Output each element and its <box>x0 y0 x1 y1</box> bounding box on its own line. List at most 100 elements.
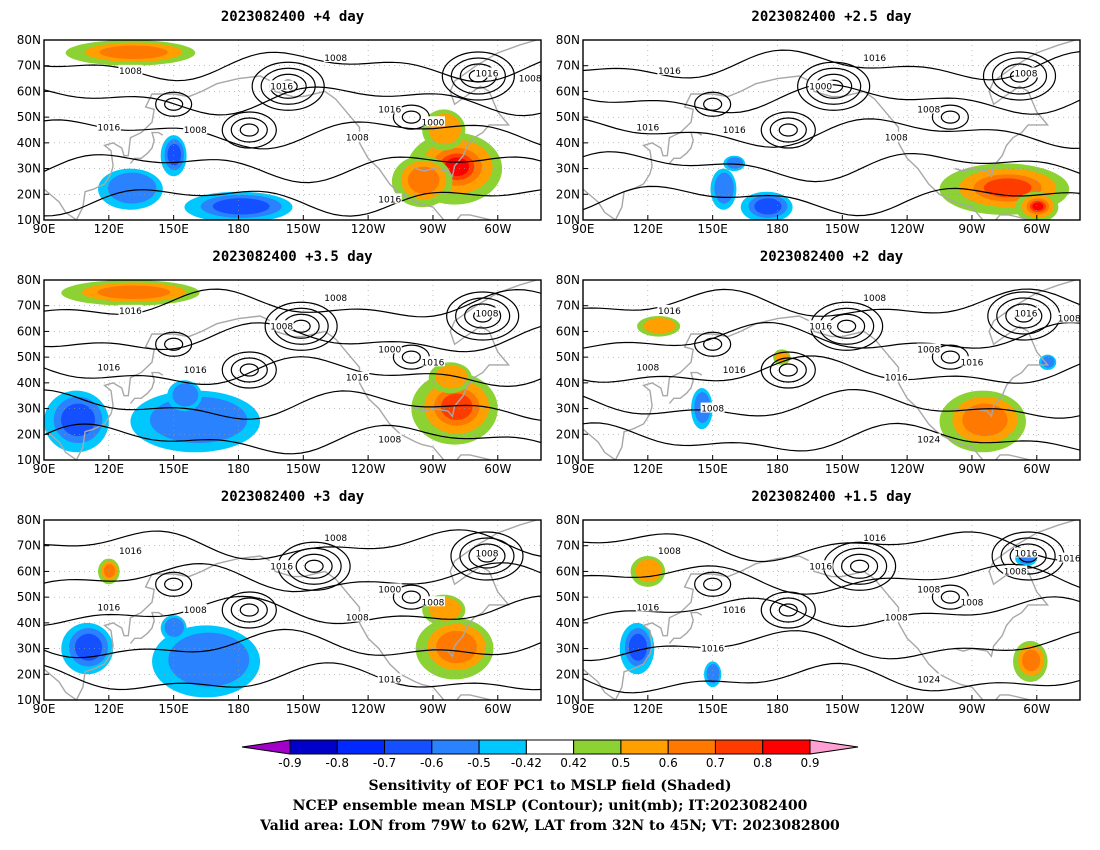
pressure-center-ring <box>940 590 960 604</box>
high-sensitivity-core <box>962 403 1008 437</box>
contour-label-text: 1008 <box>422 598 445 608</box>
colorbar-upper-arrow <box>809 739 859 755</box>
pressure-center-ring <box>778 603 798 617</box>
contour-label-text: 1016 <box>809 322 832 332</box>
pressure-center-ring <box>931 104 969 130</box>
x-tick-label: 120W <box>890 462 925 476</box>
colorbar-bin <box>762 739 811 755</box>
isobar-contour <box>583 662 1080 694</box>
x-tick-label: 60W <box>1023 222 1050 236</box>
pressure-center-ring <box>221 111 277 149</box>
contour-label: 1008 <box>916 343 941 355</box>
colorbar-tick-label: -0.6 <box>420 756 443 770</box>
pressure-center-ring <box>164 97 184 111</box>
pressure-center-ring <box>155 91 193 117</box>
contour-label-text: 1008 <box>917 585 940 595</box>
contour-label: 1008 <box>323 52 348 64</box>
x-tick-label: 180 <box>227 222 250 236</box>
y-tick-label: 60N <box>17 84 41 98</box>
colorbar-tick-label: 0.9 <box>800 756 819 770</box>
contour-label: 1016 <box>377 103 402 115</box>
x-tick-label: 120W <box>890 222 925 236</box>
pressure-center-ring <box>468 543 506 569</box>
contour-label: 1016 <box>118 304 143 317</box>
y-tick-label: 40N <box>17 376 41 390</box>
x-tick-label: 90W <box>958 462 985 476</box>
x-tick-label: 60W <box>484 222 511 236</box>
panel-title: 2023082400 +3.5 day <box>212 249 373 265</box>
contour-label: 1016 <box>722 124 747 136</box>
colorbar-bin <box>667 739 716 755</box>
contour-label-text: 1008 <box>324 294 347 304</box>
contour-label: 1024 <box>916 433 941 445</box>
pressure-center-ring <box>155 331 193 357</box>
contour-label: 1008 <box>323 292 348 304</box>
contour-label-text: 1008 <box>324 54 347 64</box>
contour-label-text: 1016 <box>885 374 908 384</box>
contour-label-text: 1016 <box>97 603 120 613</box>
contour-label: 1016 <box>862 532 887 544</box>
y-tick-label: 20N <box>556 667 580 681</box>
colorbar-bin <box>525 739 575 755</box>
contour-label: 1008 <box>862 292 887 304</box>
y-tick-label: 40N <box>17 616 41 630</box>
high-sensitivity-core <box>643 318 676 334</box>
coastline <box>456 454 492 460</box>
x-tick-label: 90E <box>572 222 595 236</box>
y-tick-label: 50N <box>17 110 41 124</box>
contour-label-text: 1016 <box>723 366 746 376</box>
high-sensitivity-core <box>435 365 468 389</box>
x-tick-label: 120E <box>633 462 664 476</box>
contour-label-text: 1000 <box>378 345 401 355</box>
pressure-center-ring <box>164 337 184 351</box>
colorbar-tick-label: 0.8 <box>753 756 772 770</box>
panel-frame <box>43 519 542 701</box>
x-tick-label: 60W <box>1023 462 1050 476</box>
contour-label-text: 1000 <box>378 585 401 595</box>
colorbar-tick-label: 0.6 <box>659 756 678 770</box>
pressure-center-ring <box>991 57 1048 95</box>
x-tick-label: 150E <box>158 702 189 716</box>
contour-label: 1016 <box>269 80 294 92</box>
pressure-center-ring <box>996 297 1052 335</box>
contour-label: 1008 <box>518 72 542 85</box>
coastline <box>583 75 984 220</box>
contour-label-text: 1008 <box>519 75 542 85</box>
low-sensitivity-core <box>107 172 157 204</box>
x-tick-label: 150W <box>825 462 860 476</box>
pressure-center-ring <box>1009 543 1047 569</box>
y-tick-label: 30N <box>556 162 580 176</box>
contour-label-text: 1016 <box>97 363 120 373</box>
map-panel-3: 1016 1008 1016 1016 1008 1016 1008 1016 1016 1024… <box>556 249 1081 476</box>
y-tick-label: 80N <box>17 513 41 527</box>
coastline <box>583 315 984 460</box>
low-sensitivity-core <box>726 157 743 169</box>
low-sensitivity-core <box>167 143 182 166</box>
colorbar-tick-label: -0.7 <box>373 756 396 770</box>
pressure-center-ring <box>769 357 807 383</box>
isobar-contour <box>583 118 1080 150</box>
pressure-center-ring <box>264 301 338 351</box>
low-sensitivity-core <box>754 198 782 215</box>
colorbar-bin <box>573 739 622 755</box>
y-tick-label: 80N <box>556 273 580 287</box>
contour-label: 1008 <box>420 596 445 608</box>
contour-label: 1008 <box>1013 67 1038 79</box>
coastline <box>44 555 445 700</box>
pressure-center-ring <box>769 597 807 623</box>
x-tick-label: 90W <box>419 702 446 716</box>
contour-label: 1016 <box>1057 552 1080 565</box>
low-sensitivity-core <box>74 633 103 661</box>
x-tick-label: 150E <box>697 702 728 716</box>
coastline <box>44 315 445 460</box>
coastline <box>954 520 1076 658</box>
y-tick-label: 10N <box>556 213 580 227</box>
low-sensitivity-core <box>164 617 185 637</box>
contour-label: 1008 <box>323 532 348 544</box>
contour-label-text: 1024 <box>917 435 940 445</box>
pressure-center-ring <box>703 97 723 111</box>
contour-label-text: 1008 <box>701 405 724 415</box>
panel-title: 2023082400 +3 day <box>221 489 365 505</box>
x-tick-label: 120E <box>94 702 125 716</box>
colorbar-bin <box>620 739 669 755</box>
